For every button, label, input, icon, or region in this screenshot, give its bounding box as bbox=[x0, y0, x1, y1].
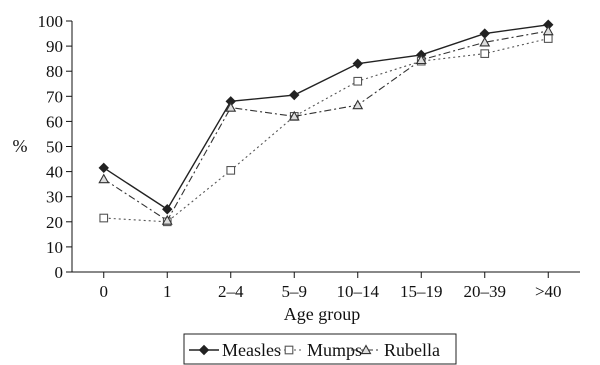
data-point-measles bbox=[479, 28, 490, 39]
legend-box bbox=[183, 333, 457, 365]
y-axis-ticks: 0 10 20 30 40 50 60 70 80 90 100 bbox=[38, 12, 72, 282]
series-mumps bbox=[99, 34, 553, 227]
chart-series bbox=[98, 19, 554, 227]
data-point-rubella bbox=[161, 214, 173, 225]
data-point-rubella bbox=[98, 173, 110, 184]
data-point-measles bbox=[98, 162, 109, 174]
y-tick-label: 20 bbox=[46, 213, 63, 232]
data-point-measles bbox=[289, 89, 300, 101]
series-measles bbox=[98, 19, 554, 215]
y-tick-label: 10 bbox=[46, 238, 63, 257]
y-tick-label: 70 bbox=[46, 87, 63, 106]
data-point-rubella bbox=[225, 101, 237, 112]
legend-label-mumps: Mumps bbox=[307, 340, 362, 360]
legend-label-measles: Measles bbox=[222, 340, 281, 360]
legend-marker-measles bbox=[198, 344, 210, 356]
y-tick-label: 50 bbox=[46, 138, 63, 157]
data-point-rubella bbox=[542, 25, 554, 36]
data-point-mumps bbox=[353, 76, 363, 86]
x-tick-label: 1 bbox=[163, 282, 172, 301]
x-tick-label: >40 bbox=[535, 282, 562, 301]
x-tick-label: 10–14 bbox=[337, 282, 380, 301]
y-tick-label: 100 bbox=[38, 12, 64, 31]
x-tick-label: 5–9 bbox=[282, 282, 308, 301]
y-tick-label: 80 bbox=[46, 62, 63, 81]
chart-axes bbox=[71, 21, 580, 273]
series-line-mumps bbox=[103, 38, 549, 223]
data-point-mumps bbox=[543, 34, 553, 43]
data-point-rubella bbox=[352, 99, 364, 110]
x-axis-ticks: 0 1 2–4 5–9 10–14 15–19 20–39 >40 bbox=[100, 272, 562, 301]
data-point-rubella bbox=[479, 36, 491, 47]
legend-label-rubella: Rubella bbox=[384, 340, 440, 360]
series-line-rubella bbox=[103, 30, 549, 222]
legend-marker-mumps bbox=[284, 345, 294, 355]
y-tick-label: 40 bbox=[46, 163, 63, 182]
x-tick-label: 15–19 bbox=[400, 282, 443, 301]
y-tick-label: 0 bbox=[55, 263, 64, 282]
x-tick-label: 2–4 bbox=[218, 282, 244, 301]
x-tick-label: 20–39 bbox=[464, 282, 507, 301]
data-point-rubella bbox=[415, 54, 427, 65]
data-point-mumps bbox=[226, 165, 236, 175]
y-tick-label: 60 bbox=[46, 112, 63, 131]
series-line-measles bbox=[103, 24, 549, 211]
data-point-mumps bbox=[480, 49, 490, 58]
data-point-mumps bbox=[99, 213, 109, 223]
x-axis-title: Age group bbox=[284, 304, 360, 324]
data-point-measles bbox=[162, 204, 173, 215]
legend-marker-rubella bbox=[360, 344, 372, 355]
y-tick-label: 30 bbox=[46, 188, 63, 207]
data-point-rubella bbox=[288, 110, 300, 121]
y-tick-label: 90 bbox=[46, 37, 63, 56]
x-tick-label: 0 bbox=[100, 282, 109, 301]
y-axis-title: % bbox=[13, 136, 28, 156]
data-point-measles bbox=[352, 58, 363, 69]
chart-legend: Measles Mumps Rubella bbox=[183, 333, 457, 365]
series-rubella bbox=[98, 25, 554, 225]
